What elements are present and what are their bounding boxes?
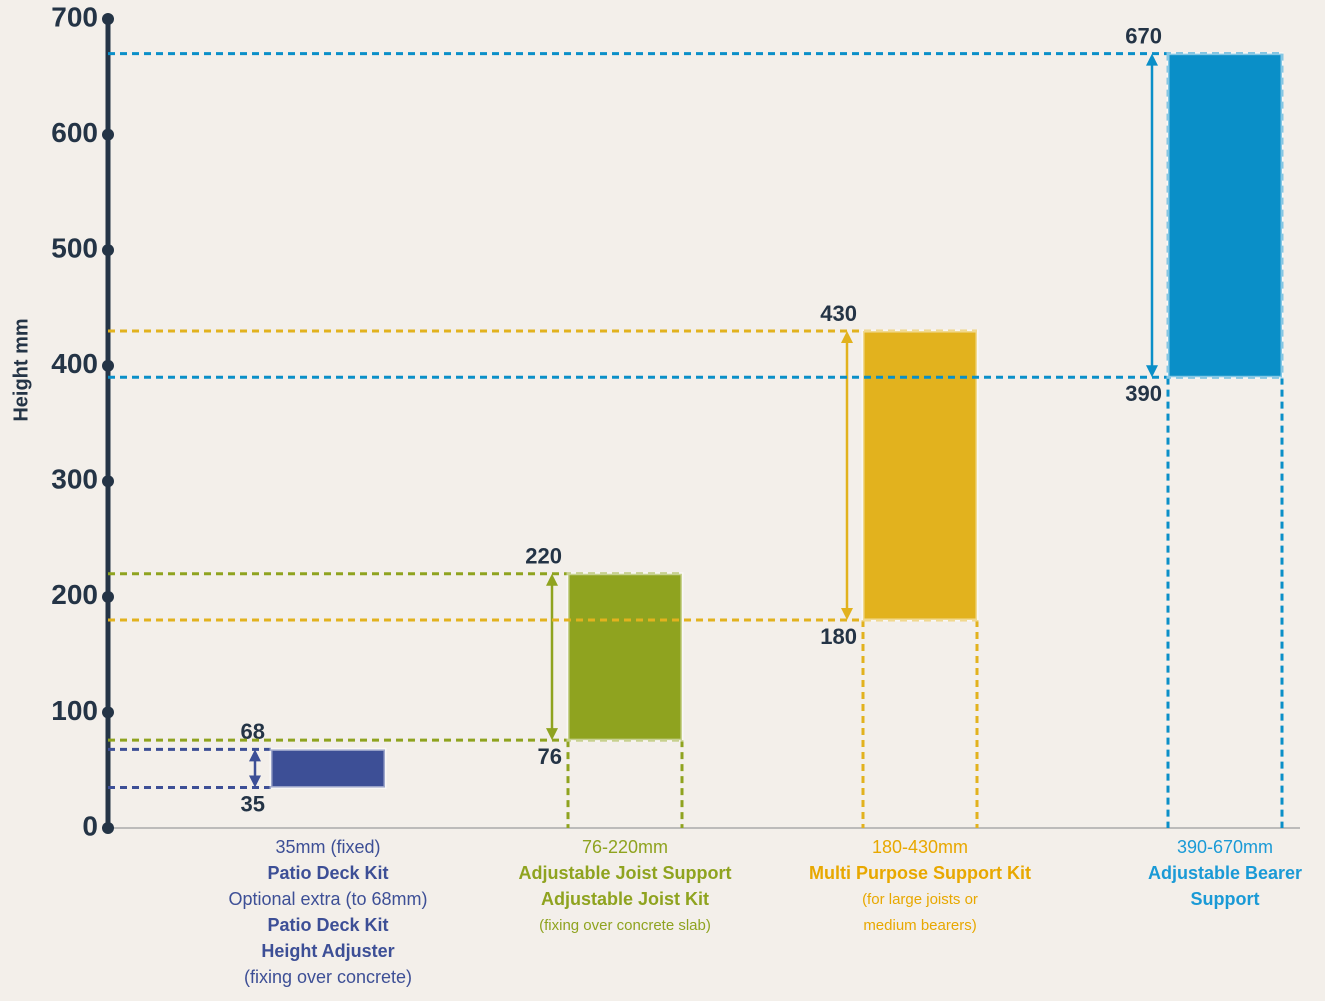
- category-label: 35mm (fixed): [275, 837, 380, 857]
- arrow-head: [249, 775, 261, 788]
- tick-dot: [102, 128, 114, 141]
- value-label: 430: [820, 301, 857, 326]
- value-label: 180: [820, 624, 857, 649]
- y-axis-label: Height mm: [10, 318, 32, 421]
- tick-dot: [102, 244, 114, 257]
- y-tick-label: 0: [82, 810, 98, 841]
- bar: [1166, 52, 1284, 379]
- value-label: 670: [1125, 23, 1162, 48]
- bar: [269, 747, 387, 790]
- bar: [566, 572, 684, 742]
- y-tick-label: 700: [51, 1, 98, 32]
- arrow-head: [1146, 365, 1158, 378]
- y-tick-label: 500: [51, 233, 98, 264]
- value-label: 76: [538, 744, 562, 769]
- y-tick-label: 600: [51, 117, 98, 148]
- value-label: 390: [1125, 381, 1162, 406]
- value-label: 220: [525, 544, 562, 569]
- y-tick-label: 400: [51, 348, 98, 379]
- description-line: (for large joists or: [862, 891, 978, 908]
- arrow-head: [1146, 53, 1158, 66]
- description-line: Adjustable Bearer: [1148, 863, 1302, 883]
- description-line: Height Adjuster: [261, 941, 394, 961]
- description-line: Optional extra (to 68mm): [228, 889, 427, 909]
- description-line: Patio Deck Kit: [267, 915, 388, 935]
- tick-dot: [102, 590, 114, 603]
- description-line: (fixing over concrete): [244, 967, 412, 987]
- y-tick-label: 100: [51, 695, 98, 726]
- arrow-head: [841, 331, 853, 344]
- tick-dot: [102, 706, 114, 719]
- value-label: 35: [241, 791, 265, 816]
- description-line: Adjustable Joist Kit: [541, 889, 709, 909]
- tick-dot: [102, 475, 114, 488]
- description-line: Patio Deck Kit: [267, 863, 388, 883]
- description-line: Support: [1191, 889, 1260, 909]
- description-line: (fixing over concrete slab): [539, 917, 711, 934]
- category-label: 180-430mm: [872, 837, 968, 857]
- arrow-head: [841, 607, 853, 620]
- arrow-head: [546, 728, 558, 741]
- description-line: Adjustable Joist Support: [518, 863, 731, 883]
- category-label: 76-220mm: [582, 837, 668, 857]
- arrow-head: [249, 749, 261, 762]
- category-label: 390-670mm: [1177, 837, 1273, 857]
- y-tick-label: 300: [51, 464, 98, 495]
- description-line: Multi Purpose Support Kit: [809, 863, 1031, 883]
- arrow-head: [546, 573, 558, 586]
- tick-dot: [102, 822, 114, 834]
- bar: [861, 329, 979, 622]
- y-tick-label: 200: [51, 579, 98, 610]
- tick-dot: [102, 13, 114, 25]
- description-line: medium bearers): [863, 917, 976, 934]
- tick-dot: [102, 359, 114, 372]
